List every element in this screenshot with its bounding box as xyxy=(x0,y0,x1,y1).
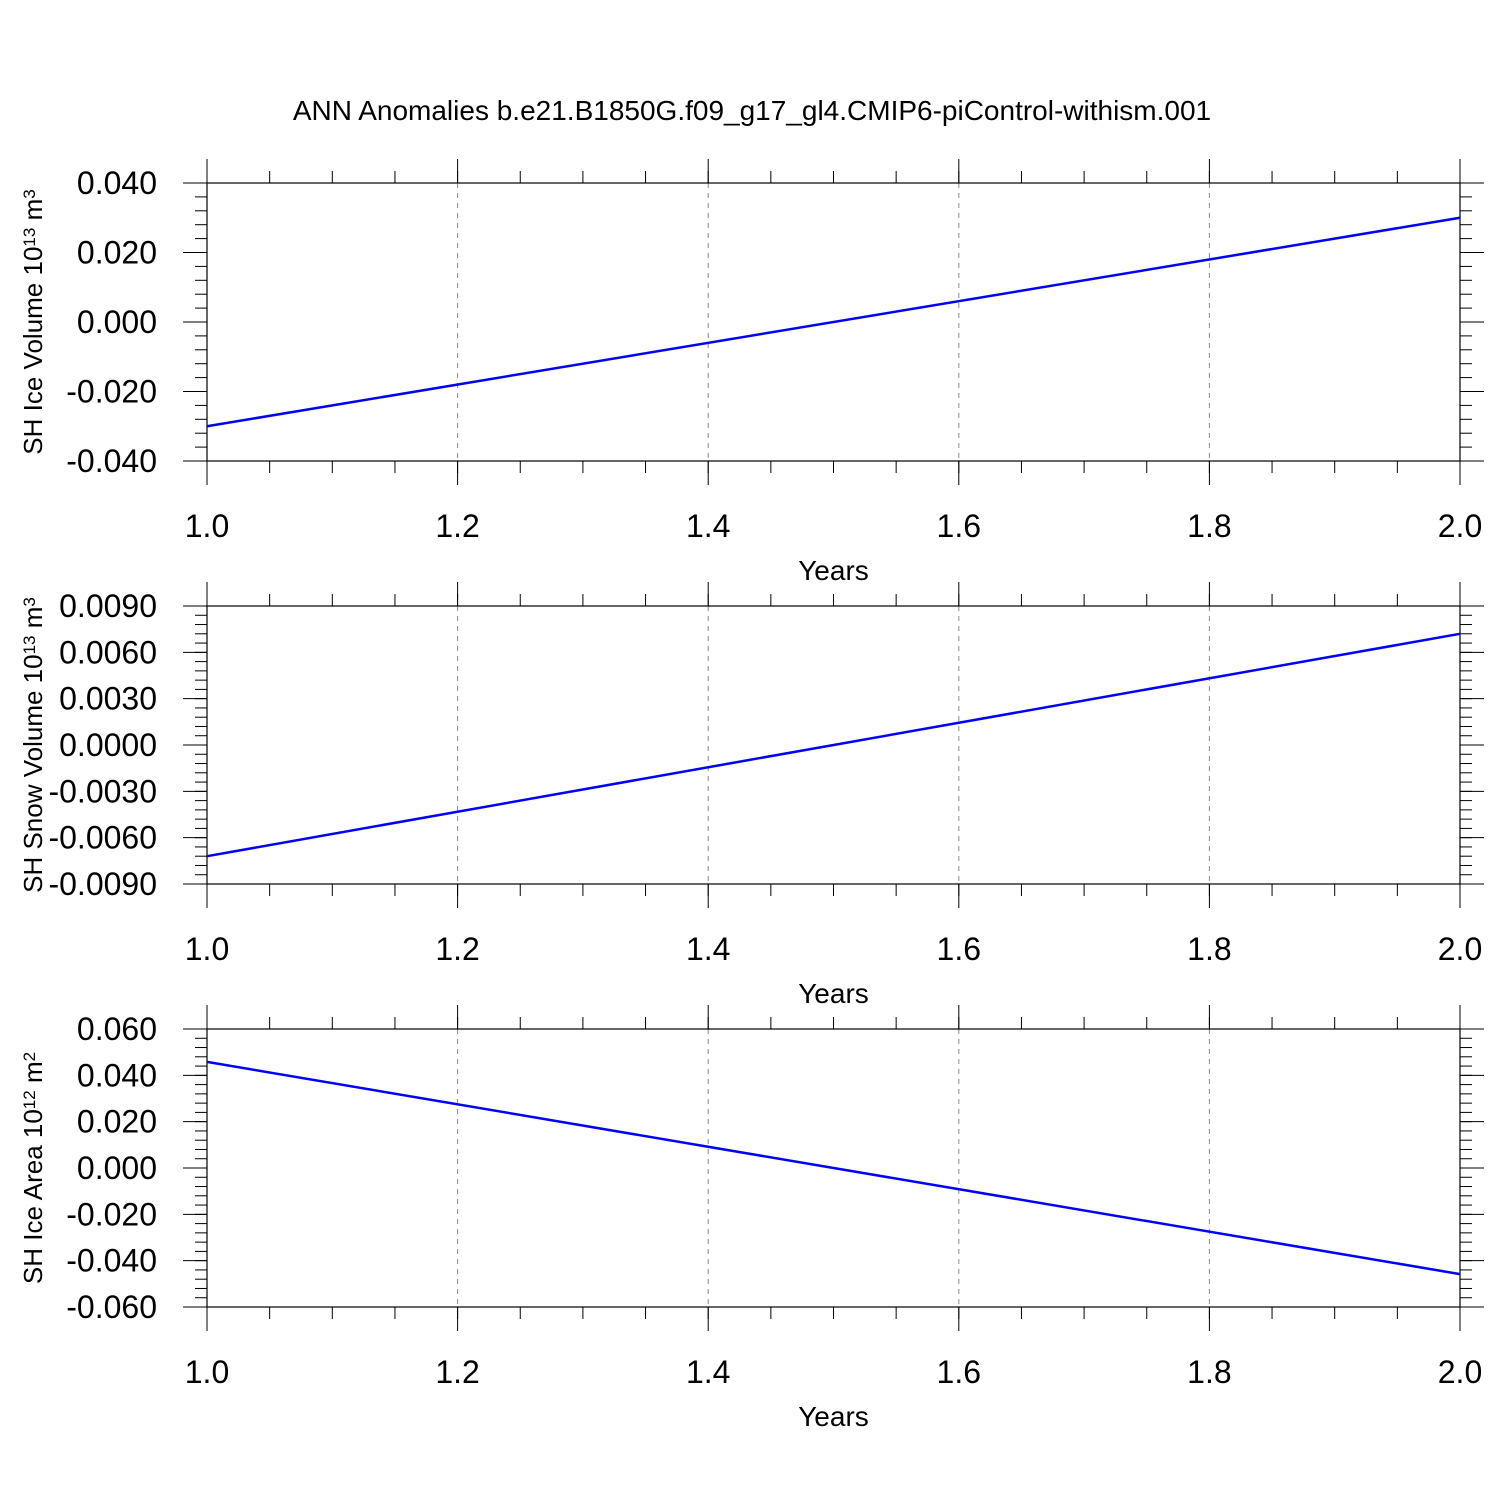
y-axis-label-superscript: 12 xyxy=(20,1090,39,1109)
x-tick-label: 1.6 xyxy=(937,508,981,544)
y-tick-label: 0.0060 xyxy=(59,634,157,670)
y-tick-label: -0.020 xyxy=(66,1196,157,1232)
y-tick-label: -0.020 xyxy=(66,374,157,410)
y-axis-label-superscript: 3 xyxy=(20,597,39,606)
series-line xyxy=(206,632,1461,858)
y-tick-label: 0.020 xyxy=(77,1104,157,1140)
x-tick-label: 1.0 xyxy=(185,931,229,967)
y-tick-label: 0.0090 xyxy=(59,588,157,624)
x-axis-label: Years xyxy=(798,978,869,1009)
x-tick-label: 1.2 xyxy=(435,508,479,544)
y-axis-label-superscript: 13 xyxy=(20,635,39,654)
y-axis-label-superscript: 3 xyxy=(20,189,39,198)
x-tick-label: 1.2 xyxy=(435,931,479,967)
x-tick-label: 1.8 xyxy=(1187,508,1231,544)
x-tick-label: 2.0 xyxy=(1438,1354,1482,1390)
chart-panel-3: 1.0 1.2 1.4 1.6 1.8 2.0 0.060 0.040 0.020 0.000 -0… xyxy=(18,1005,1484,1432)
y-tick-label: 0.000 xyxy=(77,304,157,340)
x-tick-label: 2.0 xyxy=(1438,931,1482,967)
x-tick-label: 1.6 xyxy=(937,931,981,967)
y-tick-label: -0.040 xyxy=(66,443,157,479)
y-tick-label: -0.0030 xyxy=(48,773,157,809)
y-tick-label: 0.000 xyxy=(77,1150,157,1186)
x-tick-label: 2.0 xyxy=(1438,508,1482,544)
x-tick-label: 1.4 xyxy=(686,1354,730,1390)
y-tick-label: 0.0030 xyxy=(59,681,157,717)
x-tick-label: 1.4 xyxy=(686,931,730,967)
y-axis-label: SH Ice Area 1012 m2 xyxy=(18,1052,48,1284)
y-axis-label: SH Snow Volume 1013 m3 xyxy=(18,597,48,893)
y-axis-label: SH Ice Volume 1013 m3 xyxy=(18,189,48,454)
y-axis-label-part: m xyxy=(18,1061,48,1090)
chart-panel-1: 1.0 1.2 1.4 1.6 1.8 2.0 0.040 0.020 0.000 -0.020 -… xyxy=(18,159,1484,586)
y-axis-label-part: SH Ice Volume 10 xyxy=(18,247,48,455)
y-tick-label: 0.020 xyxy=(77,235,157,271)
x-axis-label: Years xyxy=(798,1401,869,1432)
series-line xyxy=(206,216,1461,428)
panels: 1.0 1.2 1.4 1.6 1.8 2.0 0.040 0.020 0.000 -0.020 -… xyxy=(18,159,1484,1432)
y-axis-label-part: SH Snow Volume 10 xyxy=(18,654,48,892)
x-tick-label: 1.4 xyxy=(686,508,730,544)
y-tick-label: -0.0060 xyxy=(48,820,157,856)
y-tick-label: 0.040 xyxy=(77,1057,157,1093)
series-line xyxy=(206,1060,1461,1276)
y-tick-label: -0.040 xyxy=(66,1243,157,1279)
x-tick-label: 1.2 xyxy=(435,1354,479,1390)
y-axis-label-part: SH Ice Area 10 xyxy=(18,1109,48,1284)
page-title: ANN Anomalies b.e21.B1850G.f09_g17_gl4.C… xyxy=(293,95,1211,126)
y-tick-label: 0.0000 xyxy=(59,727,157,763)
x-tick-label: 1.8 xyxy=(1187,931,1231,967)
y-tick-label: 0.060 xyxy=(77,1011,157,1047)
x-tick-label: 1.8 xyxy=(1187,1354,1231,1390)
y-tick-label: 0.040 xyxy=(77,165,157,201)
x-tick-label: 1.6 xyxy=(937,1354,981,1390)
chart-panel-2: 1.0 1.2 1.4 1.6 1.8 2.0 0.0090 0.0060 0.0030 0.00… xyxy=(18,582,1484,1009)
y-axis-label-part: m xyxy=(18,199,48,228)
y-tick-label: -0.0090 xyxy=(48,866,157,902)
y-axis-label-superscript: 2 xyxy=(20,1052,39,1061)
y-tick-label: -0.060 xyxy=(66,1289,157,1325)
y-axis-label-superscript: 13 xyxy=(20,228,39,247)
y-axis-label-part: m xyxy=(18,607,48,636)
x-axis-label: Years xyxy=(798,555,869,586)
x-tick-label: 1.0 xyxy=(185,508,229,544)
x-tick-label: 1.0 xyxy=(185,1354,229,1390)
